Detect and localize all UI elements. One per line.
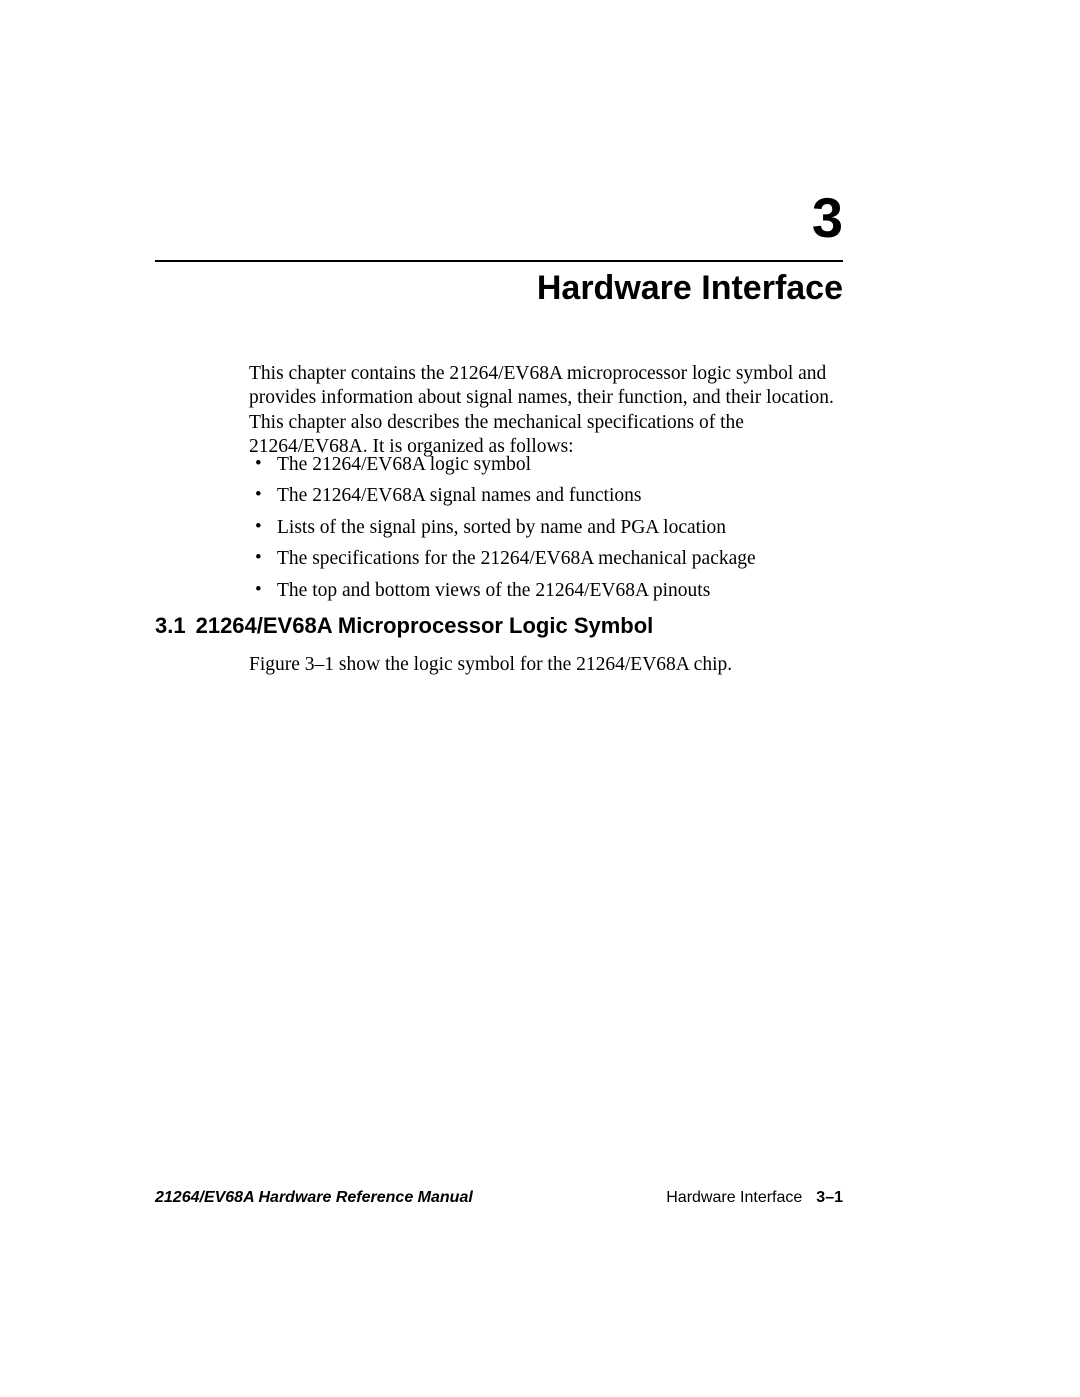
- footer-page-number: 3–1: [816, 1189, 843, 1206]
- chapter-title: Hardware Interface: [537, 268, 843, 309]
- section-title: 21264/EV68A Microprocessor Logic Symbol: [196, 613, 654, 638]
- list-item: Lists of the signal pins, sorted by name…: [249, 516, 843, 539]
- list-item: The 21264/EV68A logic symbol: [249, 453, 843, 476]
- document-page: 3 Hardware Interface This chapter contai…: [0, 0, 1080, 1397]
- chapter-number: 3: [812, 190, 843, 246]
- footer-right: Hardware Interface 3–1: [666, 1189, 843, 1207]
- page-footer: 21264/EV68A Hardware Reference Manual Ha…: [155, 1189, 843, 1207]
- chapter-rule: [155, 260, 843, 262]
- section-number: 3.1: [155, 613, 186, 639]
- content-area: 3 Hardware Interface This chapter contai…: [155, 0, 843, 1397]
- footer-page-label: Hardware Interface: [666, 1189, 802, 1206]
- list-item: The top and bottom views of the 21264/EV…: [249, 579, 843, 602]
- list-item: The 21264/EV68A signal names and functio…: [249, 484, 843, 507]
- section-heading: 3.1 21264/EV68A Microprocessor Logic Symb…: [155, 613, 843, 639]
- intro-paragraph: This chapter contains the 21264/EV68A mi…: [249, 362, 843, 460]
- footer-manual-title: 21264/EV68A Hardware Reference Manual: [155, 1189, 473, 1206]
- bullet-list: The 21264/EV68A logic symbol The 21264/E…: [249, 453, 843, 610]
- list-item: The specifications for the 21264/EV68A m…: [249, 547, 843, 570]
- section-body: Figure 3–1 show the logic symbol for the…: [249, 653, 843, 677]
